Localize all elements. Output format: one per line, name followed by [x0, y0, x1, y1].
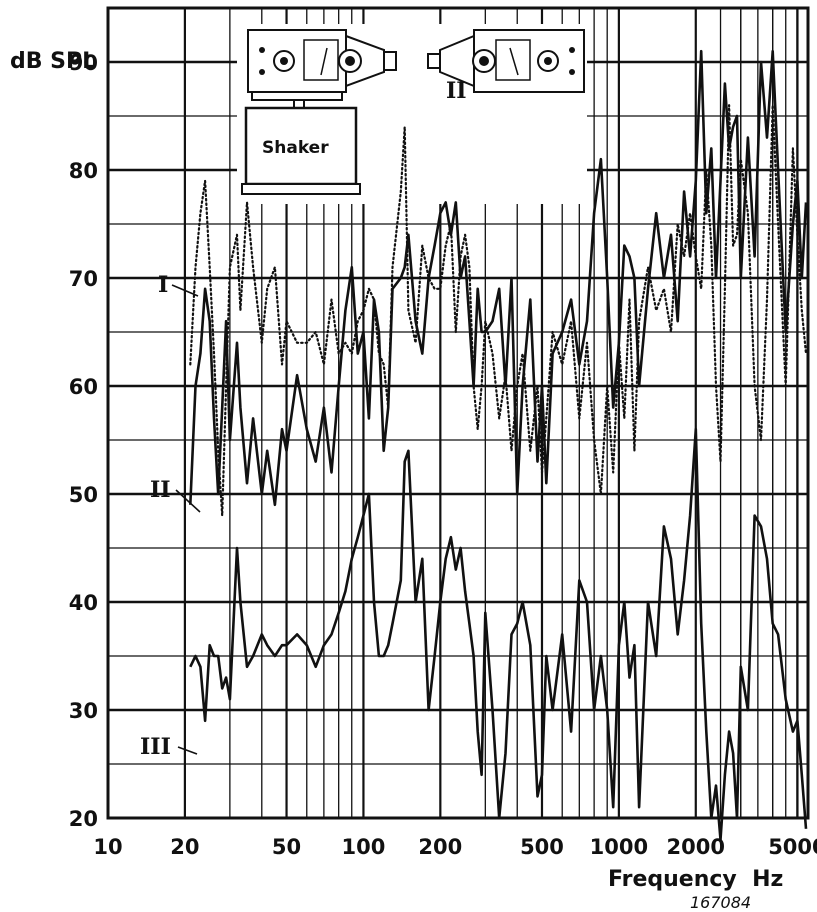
y-tick-label: 20 — [69, 807, 98, 831]
x-tick-label: 5000 — [768, 835, 817, 859]
x-tick-label: 10 — [93, 835, 122, 859]
series-label-i: I — [158, 272, 168, 298]
series-label-ii: II — [150, 477, 171, 503]
x-tick-label: 20 — [170, 835, 199, 859]
series-label-leader — [171, 284, 199, 297]
figure-number: 167084 — [690, 893, 751, 912]
sound-level-meter-icon — [247, 29, 397, 93]
x-axis-title: Frequency Hz — [608, 867, 783, 892]
x-tick-label: 1000 — [590, 835, 648, 859]
series-curves — [189, 49, 808, 841]
y-tick-label: 50 — [69, 483, 98, 507]
meter-ii-label: II — [446, 78, 467, 104]
plot-frame — [106, 6, 810, 820]
y-axis-title: dB SPL — [10, 49, 96, 74]
shaker-setup-illustration: Shaker II — [237, 24, 587, 204]
series-label-leader — [175, 489, 201, 513]
sound-level-meter-icon — [427, 29, 585, 93]
series-line-i — [189, 104, 808, 517]
tick-labels: 20 30 40 50 60 70 80 90 10 20 50 100 200 500 1000 2000 5… — [69, 51, 817, 859]
series-line-iii — [189, 427, 808, 841]
x-tick-label: 2000 — [667, 835, 725, 859]
x-tick-label: 200 — [418, 835, 462, 859]
series-label-iii: III — [140, 734, 171, 760]
y-tick-label: 70 — [69, 267, 98, 291]
x-tick-label: 100 — [342, 835, 386, 859]
y-tick-label: 30 — [69, 699, 98, 723]
shaker-label: Shaker — [262, 138, 329, 158]
series-label-leader — [177, 746, 198, 755]
x-tick-label: 500 — [520, 835, 564, 859]
y-tick-label: 90 — [69, 51, 98, 75]
y-tick-label: 80 — [69, 159, 98, 183]
series-line-ii — [189, 49, 808, 507]
x-tick-label: 50 — [272, 835, 301, 859]
y-tick-label: 40 — [69, 591, 98, 615]
y-tick-label: 60 — [69, 375, 98, 399]
